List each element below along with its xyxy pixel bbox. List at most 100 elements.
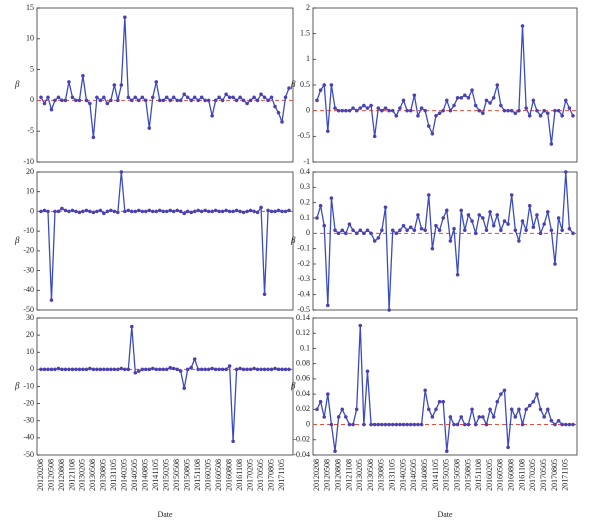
x-tick-label: 20150205 (442, 459, 451, 491)
data-point (376, 236, 381, 240)
data-point (262, 95, 267, 100)
y-tick-label: 0 (306, 228, 310, 237)
data-point (60, 367, 64, 372)
data-point (434, 407, 438, 412)
y-tick-label: 0.1 (300, 343, 310, 352)
series-line (41, 326, 289, 442)
data-point (315, 98, 319, 103)
y-tick-label: 5 (30, 64, 34, 73)
x-tick-label: 20140505 (409, 459, 418, 491)
y-tick-label: -20 (23, 246, 34, 255)
data-point (269, 95, 274, 100)
data-point (248, 367, 253, 372)
y-tick-label: 0.2 (300, 197, 310, 206)
data-point (196, 208, 201, 213)
data-point (365, 106, 370, 110)
series-line (40, 17, 290, 138)
data-point (70, 367, 75, 372)
data-point (196, 98, 201, 103)
data-point (336, 415, 341, 419)
data-point (280, 209, 284, 214)
data-point (408, 422, 413, 427)
x-tick-label: 20140205 (398, 459, 407, 491)
data-point (269, 367, 274, 372)
data-point (473, 422, 478, 427)
data-point (365, 369, 370, 374)
y-tick-label: -0.02 (293, 435, 310, 444)
data-point (248, 208, 253, 213)
data-point (42, 101, 47, 106)
y-tick-label: 1.5 (300, 28, 310, 37)
data-point (224, 367, 228, 372)
data-point (567, 226, 572, 231)
x-tick-label: 20160508 (496, 459, 505, 491)
data-point (563, 98, 568, 103)
data-point (91, 210, 96, 215)
x-tick-label: 20140805 (420, 459, 429, 491)
series-line (316, 25, 574, 145)
y-tick-label: -0.5 (297, 131, 310, 140)
data-point (553, 108, 557, 113)
data-point (509, 407, 514, 412)
data-point (143, 209, 148, 214)
data-point (358, 323, 363, 328)
x-axis-label: Date (157, 510, 173, 519)
data-point (452, 103, 456, 108)
data-point (462, 422, 467, 427)
data-point (347, 222, 352, 226)
data-point (542, 415, 547, 419)
data-point (470, 88, 474, 92)
data-point (499, 103, 503, 108)
data-point (380, 108, 384, 113)
data-point (42, 367, 47, 372)
data-point (109, 367, 113, 372)
data-point (136, 98, 141, 103)
data-point (351, 422, 355, 427)
y-tick-label: 0.12 (296, 328, 310, 337)
data-point (499, 392, 503, 396)
y-tick-label: 20 (26, 330, 34, 339)
data-point (112, 83, 117, 87)
series-line (40, 171, 290, 301)
y-tick-label: -50 (23, 450, 34, 459)
data-point (220, 209, 225, 214)
data-point (150, 95, 155, 100)
data-point (563, 170, 568, 174)
data-point (140, 367, 145, 372)
data-point (238, 209, 242, 214)
data-point (126, 95, 131, 100)
data-point (531, 98, 536, 103)
x-tick-label: 20120208 (312, 459, 321, 491)
data-point (262, 367, 267, 372)
data-point (133, 209, 138, 214)
data-point (178, 98, 183, 103)
data-point (245, 367, 249, 372)
data-point (224, 92, 228, 97)
data-point (549, 418, 554, 423)
data-point (535, 108, 539, 113)
data-point (115, 367, 120, 372)
data-point (88, 366, 92, 371)
data-point (452, 226, 456, 231)
data-point (287, 86, 291, 90)
data-point (502, 219, 507, 223)
x-tick-label: 20161108 (235, 459, 244, 491)
data-point (488, 210, 492, 214)
x-tick-label: 20120508 (46, 459, 55, 491)
data-point (315, 407, 319, 412)
data-point (571, 231, 575, 236)
data-point (129, 209, 134, 214)
data-point (423, 228, 428, 233)
plot-frame (36, 171, 294, 311)
data-point (46, 209, 50, 214)
data-point (520, 219, 525, 223)
data-point (542, 222, 547, 226)
data-point (441, 108, 446, 113)
data-point (283, 95, 288, 100)
x-tick-label: 20120508 (323, 459, 332, 491)
data-point (362, 422, 366, 427)
data-point (434, 223, 438, 228)
data-point (358, 228, 363, 233)
data-point (369, 103, 373, 108)
data-point (354, 231, 359, 236)
